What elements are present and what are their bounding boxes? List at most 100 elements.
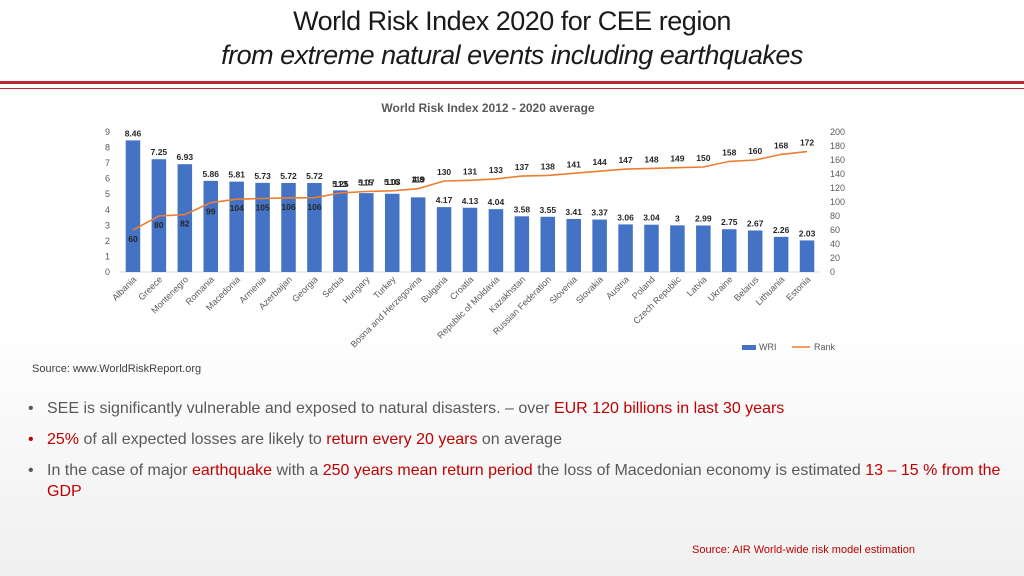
left-axis-tick: 5 bbox=[105, 189, 110, 199]
left-axis-tick: 4 bbox=[105, 205, 110, 215]
bar-wri bbox=[514, 216, 530, 272]
bar-data-label: 4.8 bbox=[412, 175, 424, 185]
bar-data-label: 3 bbox=[675, 213, 680, 223]
bar-data-label: 2.26 bbox=[773, 225, 790, 235]
bar-data-label: 3.37 bbox=[591, 208, 608, 218]
rank-data-label: 148 bbox=[644, 154, 658, 164]
bullet-item: In the case of major earthquake with a 2… bbox=[28, 460, 1008, 502]
bullet-text: of all expected losses are likely to bbox=[79, 431, 327, 448]
left-axis-tick: 0 bbox=[105, 267, 110, 277]
bar-wri bbox=[359, 193, 374, 272]
highlight-text: earthquake bbox=[191, 462, 273, 479]
category-label: Georgia bbox=[290, 274, 320, 304]
bar-wri bbox=[488, 209, 504, 272]
highlight-text: 250 years mean return period bbox=[322, 462, 533, 479]
bar-data-label: 5.25 bbox=[332, 179, 349, 189]
right-axis-tick: 200 bbox=[830, 127, 845, 137]
category-label: Albania bbox=[110, 274, 138, 302]
right-axis-tick: 120 bbox=[830, 183, 845, 193]
rank-data-label: 168 bbox=[774, 140, 788, 150]
rank-data-label: 158 bbox=[722, 147, 736, 157]
category-label: Latvia bbox=[685, 274, 709, 298]
highlight-text: return every 20 years bbox=[326, 431, 478, 448]
rank-data-label: 119 bbox=[411, 175, 425, 185]
right-axis-tick: 40 bbox=[830, 239, 840, 249]
left-axis-tick: 7 bbox=[105, 158, 110, 168]
rank-data-label: 113 bbox=[334, 179, 348, 189]
left-axis-tick: 1 bbox=[105, 251, 110, 261]
title-rule-thin bbox=[0, 88, 1024, 89]
bar-data-label: 5.81 bbox=[228, 170, 245, 180]
bar-data-label: 2.75 bbox=[721, 217, 738, 227]
category-label: Hungary bbox=[341, 274, 372, 305]
rank-data-label: 131 bbox=[463, 166, 477, 176]
rank-data-label: 104 bbox=[230, 203, 244, 213]
rank-data-label: 150 bbox=[696, 153, 710, 163]
bar-data-label: 3.55 bbox=[540, 205, 557, 215]
legend-label-wri: WRI bbox=[759, 342, 777, 352]
category-label: Slovakia bbox=[574, 274, 605, 305]
bar-data-label: 5.73 bbox=[254, 171, 271, 181]
legend-label-rank: Rank bbox=[814, 342, 836, 352]
rank-data-label: 133 bbox=[489, 165, 503, 175]
bar-wri bbox=[670, 225, 685, 272]
bar-wri bbox=[644, 224, 659, 272]
bar-wri bbox=[722, 229, 737, 272]
bar-wri bbox=[384, 193, 400, 272]
bar-data-label: 5.07 bbox=[358, 178, 375, 188]
bar-data-label: 3.04 bbox=[643, 213, 660, 223]
bar-data-label: 2.99 bbox=[695, 213, 712, 223]
bar-wri bbox=[747, 230, 763, 272]
bar-wri bbox=[566, 218, 581, 272]
category-label: Czech Republic bbox=[631, 274, 683, 326]
left-axis-tick: 6 bbox=[105, 174, 110, 184]
category-label: Bulgaria bbox=[419, 274, 449, 304]
rank-data-label: 105 bbox=[255, 203, 269, 213]
bar-wri bbox=[333, 190, 348, 272]
bullet-text: on average bbox=[477, 431, 562, 448]
left-axis-tick: 2 bbox=[105, 236, 110, 246]
rank-data-label: 137 bbox=[515, 162, 529, 172]
bullet-item: SEE is significantly vulnerable and expo… bbox=[28, 398, 1008, 419]
source-air-model: Source: AIR World-wide risk model estima… bbox=[692, 544, 915, 556]
line-rank bbox=[132, 150, 808, 231]
highlight-text: EUR 120 billions in last 30 years bbox=[553, 400, 785, 417]
left-axis-tick: 8 bbox=[105, 143, 110, 153]
rank-data-label: 160 bbox=[748, 146, 762, 156]
category-label: Lithuania bbox=[754, 274, 787, 307]
bar-data-label: 4.17 bbox=[436, 195, 453, 205]
rank-data-label: 144 bbox=[593, 157, 607, 167]
bullet-item: 25% of all expected losses are likely to… bbox=[28, 429, 1008, 450]
left-axis-tick: 3 bbox=[105, 220, 110, 230]
bar-wri bbox=[203, 180, 218, 272]
rank-data-label: 99 bbox=[206, 207, 216, 217]
rank-data-label: 141 bbox=[567, 159, 581, 169]
category-label: Austria bbox=[604, 274, 631, 301]
source-worldriskreport: Source: www.WorldRiskReport.org bbox=[32, 363, 202, 375]
highlight-text: 13 – 15 % from the GDP bbox=[47, 462, 1001, 500]
rank-data-label: 115 bbox=[359, 178, 373, 188]
bar-wri bbox=[436, 207, 452, 272]
rank-data-label: 106 bbox=[281, 202, 295, 212]
legend-swatch-wri bbox=[742, 345, 756, 350]
bullet-text: In the case of major bbox=[47, 462, 192, 479]
bar-data-label: 5.03 bbox=[384, 177, 401, 187]
bar-wri bbox=[229, 181, 244, 272]
bar-data-label: 3.06 bbox=[617, 212, 634, 222]
bar-wri bbox=[696, 225, 711, 272]
bullet-text: SEE is significantly vulnerable and expo… bbox=[47, 400, 554, 417]
bar-wri bbox=[177, 164, 193, 272]
bullet-text: with a bbox=[272, 462, 323, 479]
rank-data-label: 172 bbox=[800, 138, 814, 148]
bar-data-label: 2.67 bbox=[747, 218, 764, 228]
category-label: Slovenia bbox=[548, 274, 579, 305]
bar-wri bbox=[540, 216, 556, 272]
bar-wri bbox=[462, 207, 478, 272]
bullet-list: SEE is significantly vulnerable and expo… bbox=[28, 398, 1008, 512]
right-axis-tick: 140 bbox=[830, 169, 845, 179]
right-axis-tick: 180 bbox=[830, 141, 845, 151]
bullet-text: the loss of Macedonian economy is estima… bbox=[532, 462, 866, 479]
bar-data-label: 4.04 bbox=[488, 197, 505, 207]
title-rule-thick bbox=[0, 81, 1024, 84]
chart-title: World Risk Index 2012 - 2020 average bbox=[381, 101, 595, 115]
